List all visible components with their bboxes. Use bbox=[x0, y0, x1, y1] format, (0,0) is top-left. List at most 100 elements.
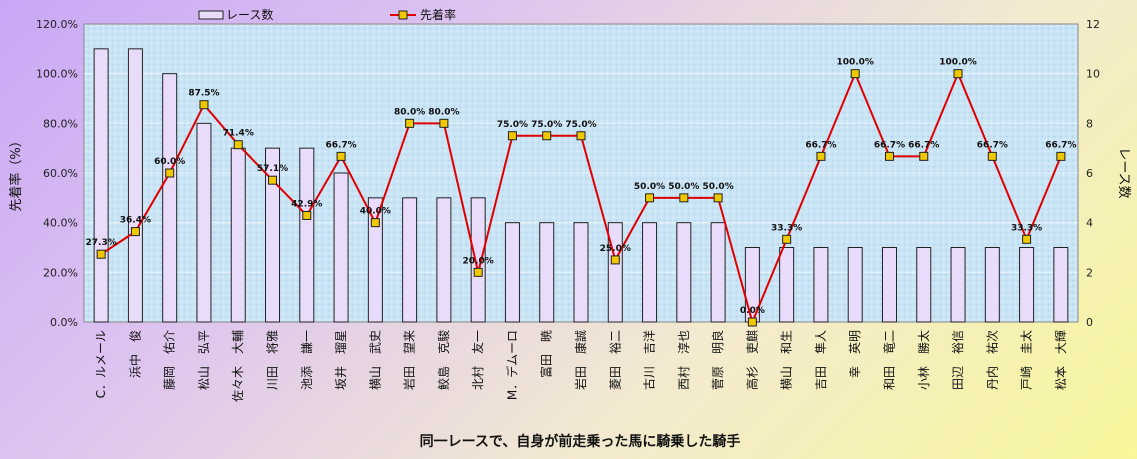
data-label: 33.3% bbox=[1011, 223, 1042, 233]
category-label: 田辺 裕信 bbox=[950, 330, 965, 390]
left-tick-label: 80.0% bbox=[43, 117, 78, 130]
data-label: 33.3% bbox=[771, 223, 802, 233]
line-marker bbox=[233, 140, 243, 150]
legend-line-label: 先着率 bbox=[420, 7, 456, 22]
line-marker bbox=[679, 193, 689, 203]
bar bbox=[779, 247, 795, 323]
line-marker bbox=[816, 151, 826, 161]
left-tick-label: 20.0% bbox=[43, 266, 78, 279]
bar bbox=[984, 247, 1000, 323]
category-label: 池添 謙一 bbox=[300, 330, 314, 390]
data-label: 27.3% bbox=[86, 238, 117, 248]
category-label: 小林 勝太 bbox=[916, 330, 931, 390]
data-label: 20.0% bbox=[463, 256, 494, 266]
category-label: 吉田 隼人 bbox=[813, 330, 828, 390]
bar bbox=[710, 222, 726, 323]
data-label: 42.9% bbox=[291, 199, 322, 209]
bar bbox=[813, 247, 829, 323]
line-marker bbox=[302, 210, 312, 220]
data-label: 71.4% bbox=[223, 129, 254, 139]
category-label: 古川 吉洋 bbox=[642, 330, 657, 390]
legend-line-marker bbox=[398, 10, 408, 20]
bar bbox=[504, 222, 520, 323]
category-label: C．ルメール bbox=[94, 330, 108, 398]
bar bbox=[1053, 247, 1069, 323]
line-marker bbox=[542, 131, 552, 141]
line-marker bbox=[1022, 234, 1032, 244]
category-label: 高杉 吏麒 bbox=[744, 330, 759, 390]
data-label: 80.0% bbox=[394, 107, 425, 117]
line-marker bbox=[473, 267, 483, 277]
data-label: 66.7% bbox=[874, 140, 905, 150]
line-marker bbox=[987, 151, 997, 161]
category-label: 岩田 望来 bbox=[402, 330, 417, 390]
bar bbox=[93, 48, 109, 323]
left-axis-title: 先着率（%） bbox=[8, 134, 24, 211]
left-tick-label: 0.0% bbox=[50, 316, 78, 329]
category-label: 藤岡 佑介 bbox=[163, 330, 177, 390]
bar bbox=[642, 222, 658, 323]
data-label: 66.7% bbox=[908, 140, 939, 150]
line-marker bbox=[747, 317, 757, 327]
bar bbox=[196, 122, 212, 323]
bar bbox=[676, 222, 692, 323]
bar bbox=[881, 247, 897, 323]
bar bbox=[470, 197, 486, 323]
left-axis-ticks: 0.0% 20.0% 40.0% 60.0% 80.0% 100.0% 120.0% bbox=[36, 18, 78, 329]
bar bbox=[607, 222, 623, 323]
data-label: 66.7% bbox=[805, 140, 836, 150]
data-label: 66.7% bbox=[325, 140, 356, 150]
right-tick-label: 10 bbox=[1086, 68, 1100, 81]
category-label: 横山 武史 bbox=[368, 330, 382, 390]
category-label: 佐々木 大輔 bbox=[231, 330, 245, 402]
left-tick-label: 40.0% bbox=[43, 217, 78, 230]
data-label: 50.0% bbox=[668, 182, 699, 192]
x-axis-title: 同一レースで、自身が前走乗った馬に騎乗した騎手 bbox=[420, 433, 741, 450]
right-axis-ticks: 0 2 4 6 8 10 12 bbox=[1086, 18, 1100, 329]
line-marker bbox=[610, 255, 620, 265]
bar bbox=[1019, 247, 1035, 323]
left-tick-label: 120.0% bbox=[36, 18, 78, 31]
bar bbox=[573, 222, 589, 323]
right-tick-label: 12 bbox=[1086, 18, 1100, 31]
category-label: 和田 竜二 bbox=[882, 330, 896, 390]
category-label: M．デムーロ bbox=[504, 330, 519, 400]
data-label: 60.0% bbox=[154, 157, 185, 167]
line-series bbox=[96, 69, 1066, 327]
data-labels: 27.3% 36.4% 60.0% 87.5% 71.4% 57.1% 42.9% 66.7%… bbox=[86, 58, 1077, 316]
legend: レース数 先着率 bbox=[198, 7, 456, 22]
legend-bar-swatch bbox=[198, 10, 224, 20]
bar-series bbox=[93, 48, 1069, 323]
bar bbox=[367, 197, 383, 323]
line-marker bbox=[165, 168, 175, 178]
line-marker bbox=[96, 249, 106, 259]
line-marker bbox=[439, 118, 449, 128]
line-marker bbox=[713, 193, 723, 203]
data-label: 40.0% bbox=[360, 207, 391, 217]
line-marker bbox=[370, 218, 380, 228]
line-marker bbox=[507, 131, 517, 141]
data-label: 100.0% bbox=[939, 58, 977, 68]
line-marker bbox=[130, 227, 140, 237]
right-tick-label: 2 bbox=[1086, 266, 1093, 279]
line-marker bbox=[336, 151, 346, 161]
category-label: 鮫島 克駿 bbox=[436, 330, 451, 390]
data-label: 66.7% bbox=[977, 140, 1008, 150]
line-marker bbox=[919, 151, 929, 161]
left-tick-label: 100.0% bbox=[36, 68, 78, 81]
category-label: 松山 弘平 bbox=[197, 330, 211, 390]
category-label: 戸崎 圭太 bbox=[1019, 330, 1034, 390]
data-label: 0.0% bbox=[740, 306, 765, 316]
bar bbox=[539, 222, 555, 323]
category-label: 菱田 裕二 bbox=[607, 330, 622, 390]
data-label: 75.0% bbox=[565, 120, 596, 130]
category-labels: C．ルメール 浜中 俊 藤岡 佑介 松山 弘平 佐々木 大輔 川田 将雅 池添 謙一 坂井 瑠… bbox=[94, 330, 1068, 402]
legend-bar-label: レース数 bbox=[226, 7, 273, 22]
data-label: 87.5% bbox=[188, 89, 219, 99]
data-label: 50.0% bbox=[702, 182, 733, 192]
bar bbox=[916, 247, 932, 323]
bar bbox=[265, 147, 281, 323]
data-label: 100.0% bbox=[836, 58, 874, 68]
category-label: 松本 大輝 bbox=[1054, 330, 1068, 390]
